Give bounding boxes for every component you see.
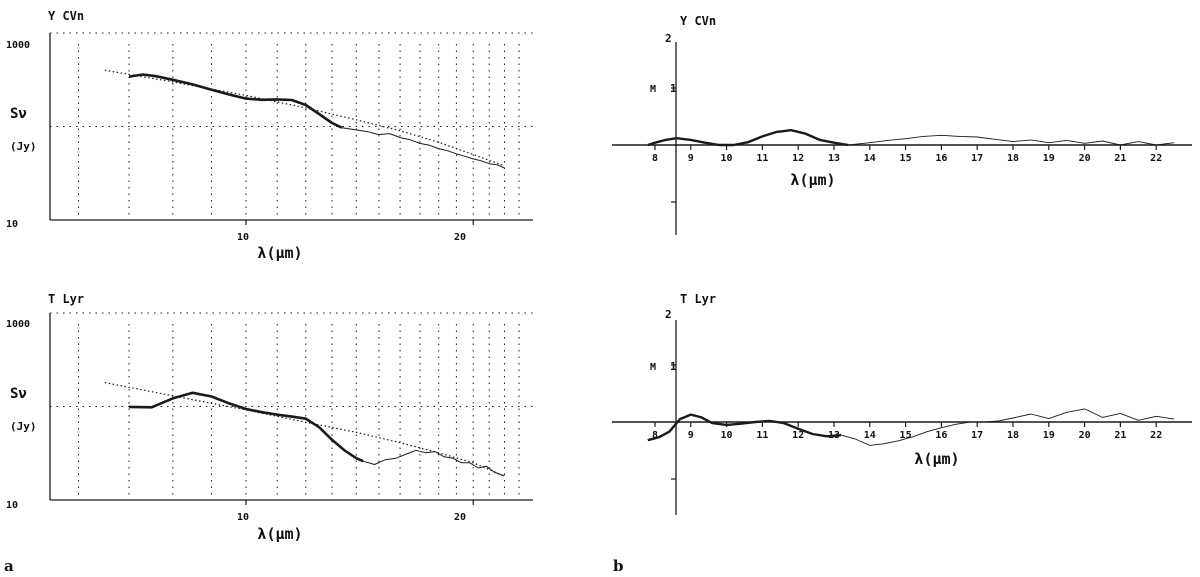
y-axis-label: Sν: [10, 106, 27, 122]
x-tick-label: 21: [1114, 430, 1126, 441]
x-tick-label: 15: [900, 430, 912, 441]
x-axis-label: λ(μm): [257, 525, 302, 543]
x-tick-label: 14: [864, 430, 876, 441]
x-tick-label: 19: [1043, 153, 1055, 164]
y-axis-label: Sν: [10, 386, 27, 402]
x-tick-label: 8: [652, 430, 658, 441]
residual-line-observed-thick: [647, 128, 849, 147]
x-tick-label: 20: [1079, 430, 1091, 441]
x-tick-label: 15: [900, 153, 912, 164]
x-tick-label: 12: [792, 430, 804, 441]
x-tick-label: 22: [1150, 153, 1162, 164]
spectrum-chart-t-lyr: T Lyr 1000 10 Sν (Jy) 10 20 λ(μm): [6, 292, 533, 543]
residual-line-observed-thin: [848, 134, 1175, 146]
x-axis-label: λ(μm): [790, 171, 835, 189]
spectrum-line-model-dotted: [104, 382, 505, 477]
x-tick-label: 16: [935, 153, 947, 164]
spectrum-line-observed-thin: [363, 449, 505, 477]
spectrum-line-observed-thick: [128, 73, 343, 129]
x-tick-label: 14: [864, 153, 876, 164]
y-tick-label-top: 1000: [6, 40, 30, 51]
x-tick-label: 18: [1007, 430, 1019, 441]
x-tick-label-10: 10: [237, 232, 249, 243]
y-axis-label: M: [650, 84, 656, 95]
x-tick-label: 17: [971, 430, 983, 441]
y-tick-label-1: 1: [670, 360, 677, 373]
x-tick-label-10: 10: [237, 512, 249, 523]
chart-title: Y CVn: [680, 14, 716, 28]
chart-title: T Lyr: [680, 292, 716, 306]
y-axis-label: M: [650, 362, 656, 373]
residual-line-observed-thick: [647, 413, 842, 442]
x-tick-label: 9: [688, 153, 694, 164]
panel-letter-a: a: [4, 557, 14, 575]
chart-title: Y CVn: [48, 9, 84, 23]
x-tick-label: 11: [756, 430, 768, 441]
spectrum-chart-y-cvn: Y CVn 1000 10 Sν (Jy) 10 20 λ(μm): [6, 9, 533, 262]
x-tick-label: 9: [688, 430, 694, 441]
y-tick-label-top: 1000: [6, 319, 30, 330]
y-axis-unit: (Jy): [10, 420, 37, 433]
x-tick-label: 17: [971, 153, 983, 164]
y-tick-label-2: 2: [665, 308, 672, 321]
x-tick-label: 10: [721, 430, 733, 441]
y-axis-unit: (Jy): [10, 140, 37, 153]
x-tick-label: 13: [828, 153, 840, 164]
residual-chart-t-lyr: T Lyr 2 1 M λ(μm) 8 9 10 11 12 13 14 15 16 17 18 19…: [612, 292, 1192, 515]
x-tick-label: 12: [792, 153, 804, 164]
x-tick-label-20: 20: [454, 512, 466, 523]
x-tick-label: 8: [652, 153, 658, 164]
chart-title: T Lyr: [48, 292, 84, 306]
x-axis-label: λ(μm): [914, 450, 959, 468]
x-tick-label: 18: [1007, 153, 1019, 164]
y-tick-label-bottom: 10: [6, 219, 18, 230]
x-tick-label: 22: [1150, 430, 1162, 441]
spectrum-line-observed-thick: [129, 391, 364, 463]
x-tick-label-20: 20: [454, 232, 466, 243]
y-tick-label-bottom: 10: [6, 500, 18, 511]
residual-line-observed-thin: [840, 408, 1175, 446]
x-tick-label: 19: [1043, 430, 1055, 441]
x-tick-label: 16: [935, 430, 947, 441]
spectrum-line-observed-thin: [341, 127, 505, 169]
x-axis-label: λ(μm): [257, 244, 302, 262]
panel-letter-b: b: [613, 557, 624, 575]
spectrum-line-model-dotted: [104, 69, 505, 167]
x-tick-label: 10: [721, 153, 733, 164]
y-tick-label-2: 2: [665, 32, 672, 45]
x-tick-label: 21: [1114, 153, 1126, 164]
x-tick-label: 20: [1079, 153, 1091, 164]
x-tick-label: 11: [756, 153, 768, 164]
residual-chart-y-cvn: Y CVn 2 1 M λ(μm) 8910111213141516171819…: [612, 14, 1192, 235]
